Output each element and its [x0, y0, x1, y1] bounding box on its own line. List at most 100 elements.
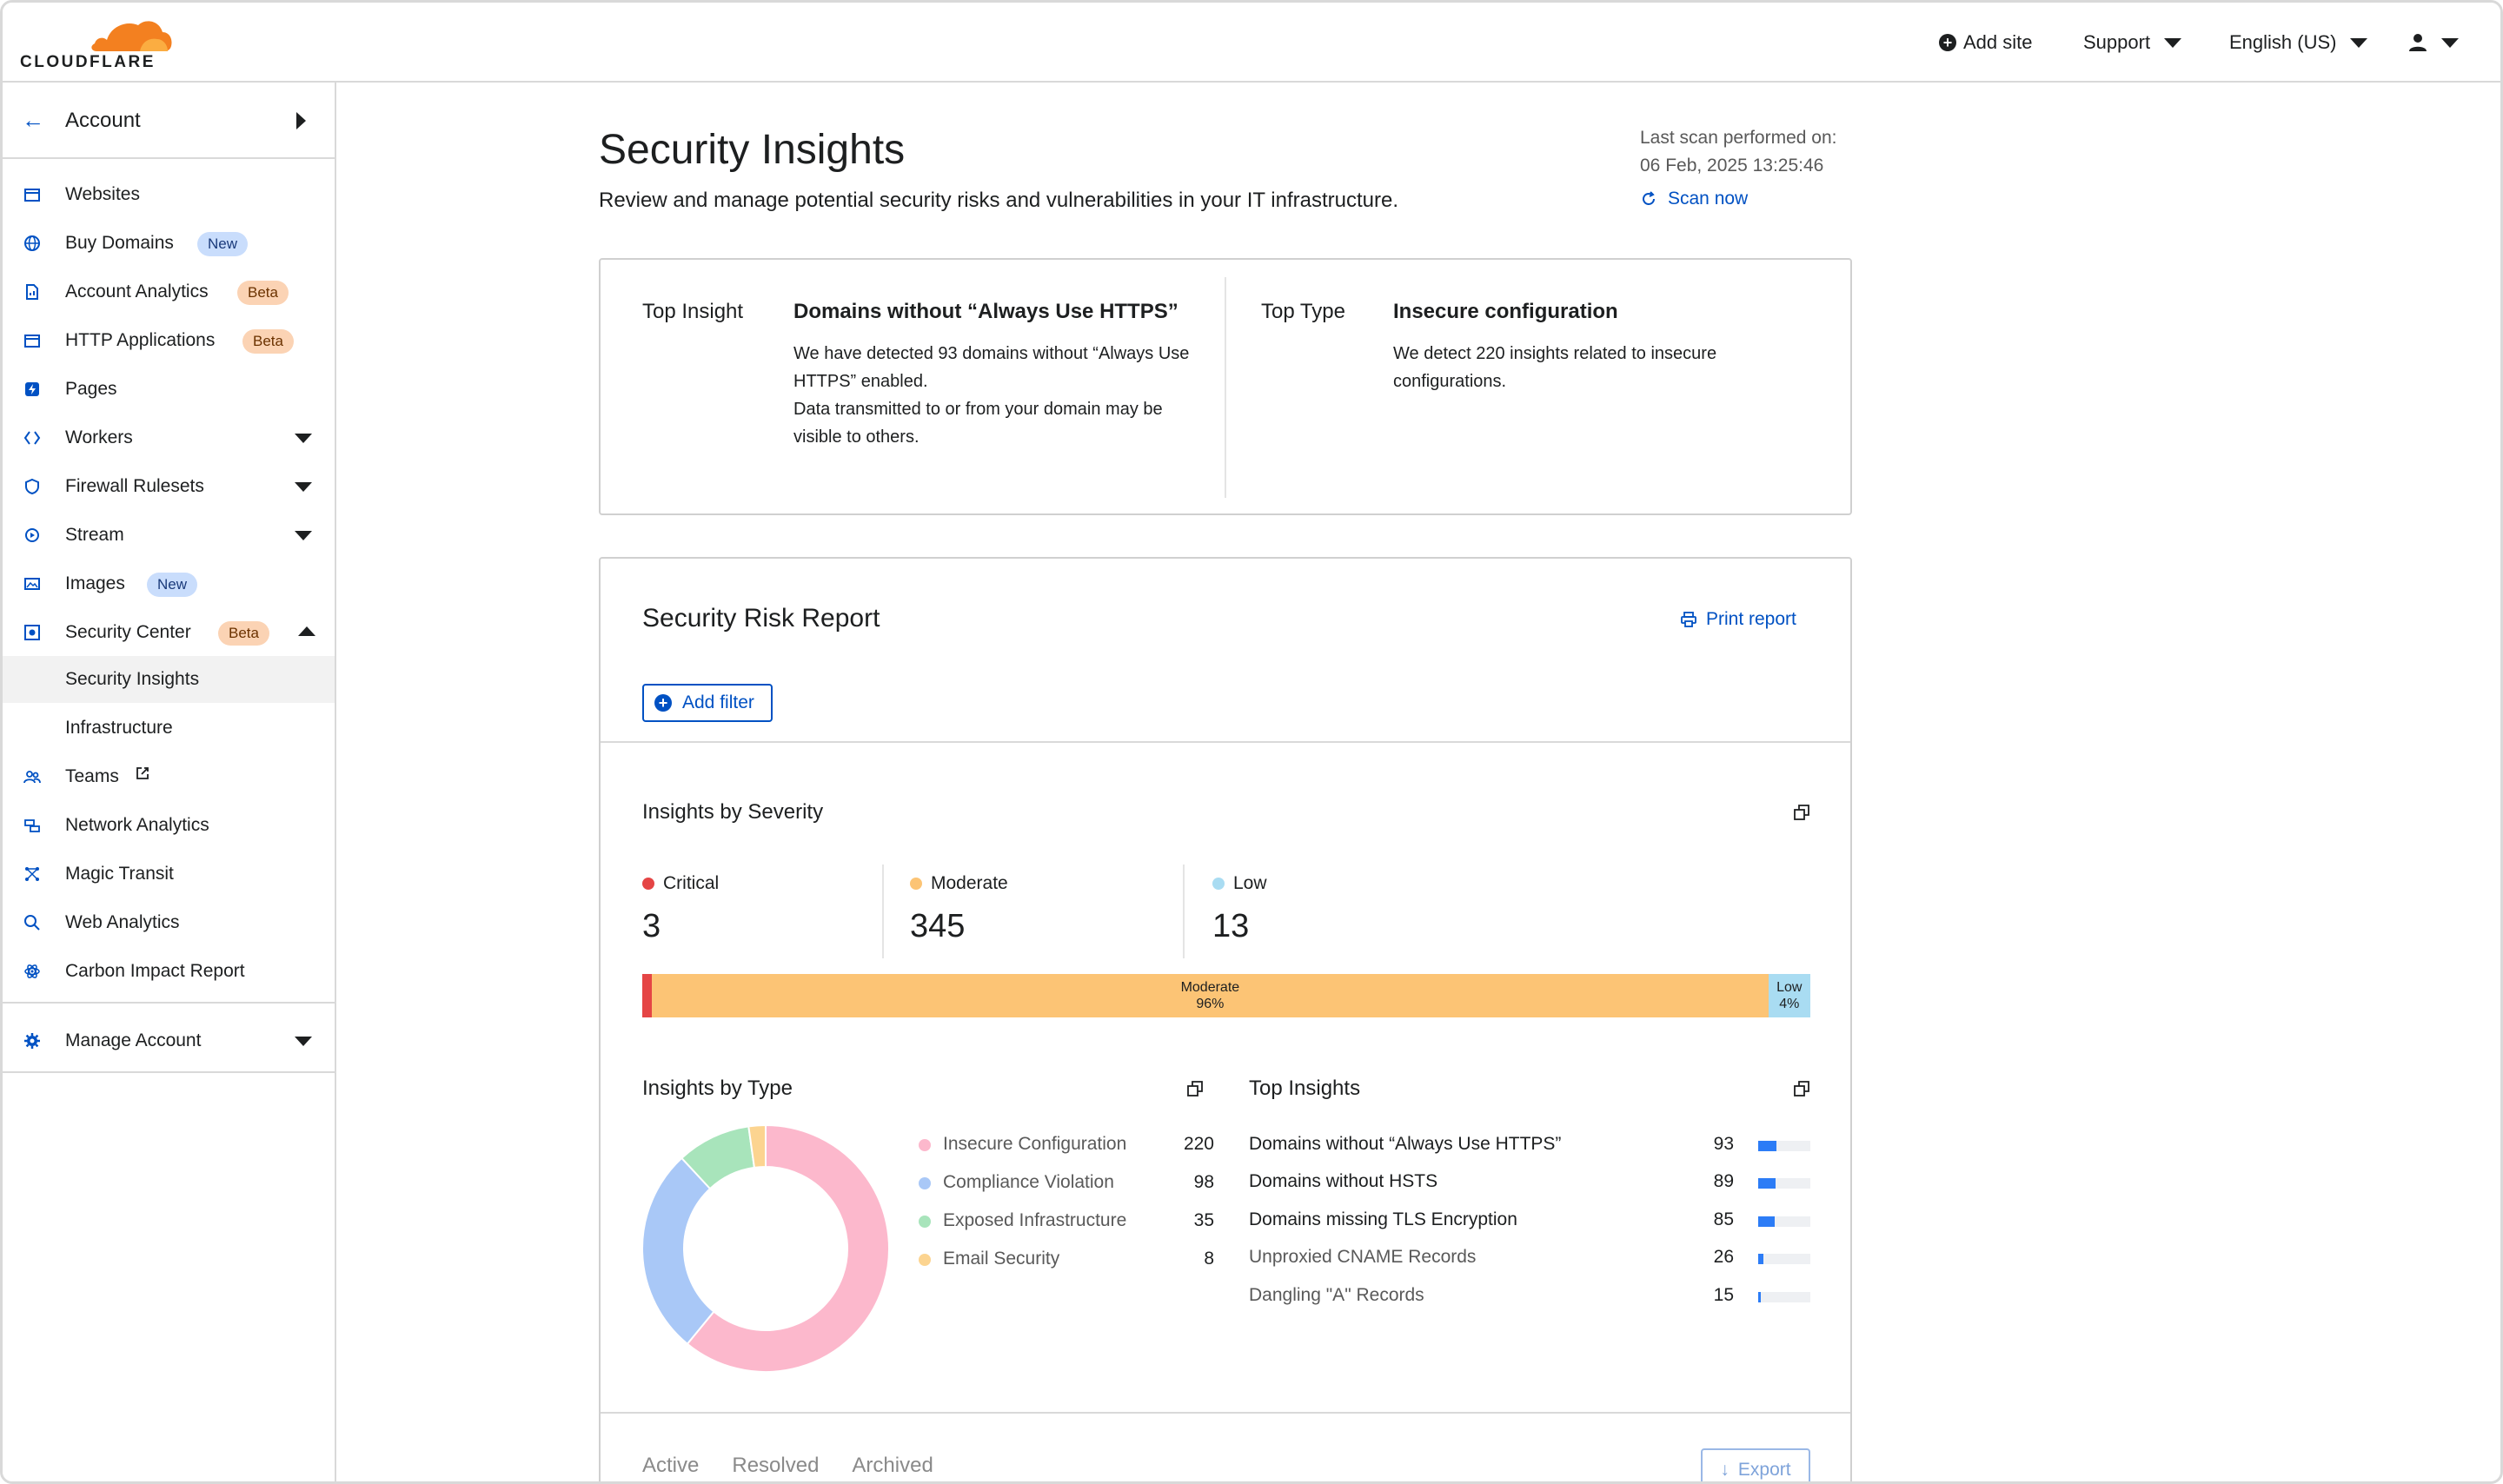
section-divider [601, 1412, 1850, 1414]
top-insight-count: 15 [1713, 1285, 1734, 1305]
sidebar-item-firewall-rulesets[interactable]: Firewall Rulesets [3, 463, 335, 510]
top-bar: CLOUDFLARE + Add site Support English (U… [3, 3, 2500, 83]
sidebar-item-label: Firewall Rulesets [65, 476, 204, 496]
sidebar-item-stream[interactable]: Stream [3, 512, 335, 559]
severity-stacked-bar: Moderate 96% Low 4% [642, 974, 1810, 1017]
sidebar-item-account-analytics[interactable]: Account Analytics Beta [3, 268, 335, 315]
sidebar-item-security-center[interactable]: Security Center Beta [3, 609, 335, 656]
sidebar-account-header[interactable]: ← Account [3, 83, 335, 159]
top-insight-name: Dangling "A" Records [1249, 1285, 1424, 1305]
chevron-right-icon[interactable] [296, 112, 306, 129]
type-legend-item[interactable]: Compliance Violation 98 [919, 1170, 1214, 1196]
new-badge: New [197, 232, 249, 256]
critical-bar-segment [642, 974, 653, 1017]
top-insight-row[interactable]: Domains without “Always Use HTTPS” 93 [1249, 1132, 1810, 1158]
tab-resolved[interactable]: Resolved [732, 1454, 820, 1477]
severity-critical: Critical 3 [642, 873, 719, 945]
tab-active[interactable]: Active [642, 1454, 700, 1477]
export-button[interactable]: ↓ Export [1701, 1448, 1810, 1481]
severity-section-title: Insights by Severity [642, 800, 824, 824]
sidebar-item-http-applications[interactable]: HTTP Applications Beta [3, 317, 335, 364]
top-insight-desc-line: We have detected 93 domains without “Alw… [793, 344, 1190, 391]
top-insight-row[interactable]: Domains missing TLS Encryption 85 [1249, 1208, 1810, 1234]
type-legend-item[interactable]: Exposed Infrastructure 35 [919, 1209, 1214, 1235]
type-legend-item[interactable]: Insecure Configuration 220 [919, 1132, 1214, 1158]
sidebar-item-label: Pages [65, 379, 117, 399]
legend-value: 35 [1193, 1210, 1214, 1230]
severity-moderate: Moderate 345 [910, 873, 1008, 945]
language-dropdown[interactable]: English (US) [2229, 29, 2368, 56]
document-chart-icon [26, 284, 38, 300]
top-insight-bar [1758, 1216, 1776, 1227]
expand-icon[interactable] [1793, 1080, 1810, 1097]
atom-icon [24, 964, 40, 978]
top-insight-row[interactable]: Domains without HSTS 89 [1249, 1169, 1810, 1196]
legend-value: 98 [1193, 1172, 1214, 1192]
sidebar-divider [3, 1002, 335, 1004]
sidebar-item-label: Account Analytics [65, 282, 209, 301]
tab-archived[interactable]: Archived [852, 1454, 933, 1477]
top-insights-section-title: Top Insights [1249, 1077, 1361, 1100]
legend-value: 8 [1204, 1249, 1214, 1269]
legend-dot [919, 1177, 931, 1189]
users-icon [23, 771, 41, 784]
magic-transit-icon [25, 867, 39, 881]
language-label: English (US) [2229, 31, 2337, 53]
print-report-button[interactable]: Print report [1680, 609, 1796, 630]
top-insight-row[interactable]: Dangling "A" Records 15 [1249, 1283, 1810, 1309]
sidebar-item-label: Carbon Impact Report [65, 961, 245, 981]
support-dropdown[interactable]: Support [2083, 29, 2182, 56]
sidebar-item-carbon-impact-report[interactable]: Carbon Impact Report [3, 948, 335, 995]
chevron-down-icon[interactable] [295, 434, 312, 443]
security-center-icon [24, 625, 40, 640]
new-badge: New [147, 573, 198, 597]
top-insight-count: 89 [1713, 1171, 1734, 1191]
type-legend-item[interactable]: Email Security 8 [919, 1247, 1214, 1273]
report-title: Security Risk Report [642, 604, 880, 633]
low-bar-segment: Low 4% [1768, 974, 1810, 1017]
chevron-up-icon[interactable] [298, 626, 315, 636]
sidebar-item-web-analytics[interactable]: Web Analytics [3, 899, 335, 946]
top-insight-desc-line: Data transmitted to or from your domain … [793, 400, 1163, 447]
chevron-down-icon[interactable] [295, 531, 312, 540]
top-insight-name: Domains without “Always Use HTTPS” [1249, 1134, 1562, 1154]
sidebar-item-workers[interactable]: Workers [3, 414, 335, 461]
cloud-logo-icon [91, 21, 172, 51]
legend-dot [919, 1254, 931, 1266]
arrow-left-icon[interactable]: ← [22, 107, 44, 133]
sidebar-item-images[interactable]: Images New [3, 560, 335, 607]
sidebar-item-teams[interactable]: Teams [3, 753, 335, 800]
sidebar-item-websites[interactable]: Websites [3, 171, 335, 218]
legend-label: Insecure Configuration [943, 1134, 1127, 1154]
sidebar-item-security-insights[interactable]: Security Insights [3, 656, 335, 703]
scan-now-button[interactable]: Scan now [1640, 189, 1748, 209]
sidebar-item-pages[interactable]: Pages [3, 366, 335, 413]
add-site-button[interactable]: + Add site [1939, 29, 2033, 56]
sidebar-item-manage-account[interactable]: Manage Account [3, 1017, 335, 1064]
sidebar-item-infrastructure[interactable]: Infrastructure [3, 705, 335, 752]
add-site-label: Add site [1963, 31, 2033, 53]
donut-slice-compliance-violation[interactable] [642, 1156, 715, 1346]
donut-slice-email-security[interactable] [747, 1125, 767, 1169]
user-menu[interactable] [2408, 29, 2459, 56]
top-insight-row[interactable]: Unproxied CNAME Records 26 [1249, 1245, 1810, 1271]
cloudflare-logo[interactable]: CLOUDFLARE [20, 13, 172, 74]
chevron-down-icon [2441, 37, 2459, 48]
sidebar-item-label: Manage Account [65, 1030, 202, 1050]
donut-slice-insecure-configuration[interactable] [686, 1125, 889, 1372]
expand-icon[interactable] [1793, 804, 1810, 821]
sidebar-item-buy-domains[interactable]: Buy Domains New [3, 220, 335, 267]
sidebar-item-magic-transit[interactable]: Magic Transit [3, 851, 335, 898]
lightning-icon [25, 382, 39, 396]
segment-percent: 4% [1779, 997, 1800, 1011]
add-filter-button[interactable]: + Add filter [642, 684, 773, 722]
export-label: Export [1737, 1460, 1791, 1480]
type-section-title: Insights by Type [642, 1077, 793, 1100]
moderate-segment-label: Moderate 96% [652, 979, 1768, 1012]
chevron-down-icon[interactable] [295, 482, 312, 492]
sidebar-item-label: Web Analytics [65, 912, 180, 932]
chevron-down-icon[interactable] [295, 1037, 312, 1046]
expand-icon[interactable] [1186, 1080, 1204, 1097]
sidebar-item-network-analytics[interactable]: Network Analytics [3, 802, 335, 849]
